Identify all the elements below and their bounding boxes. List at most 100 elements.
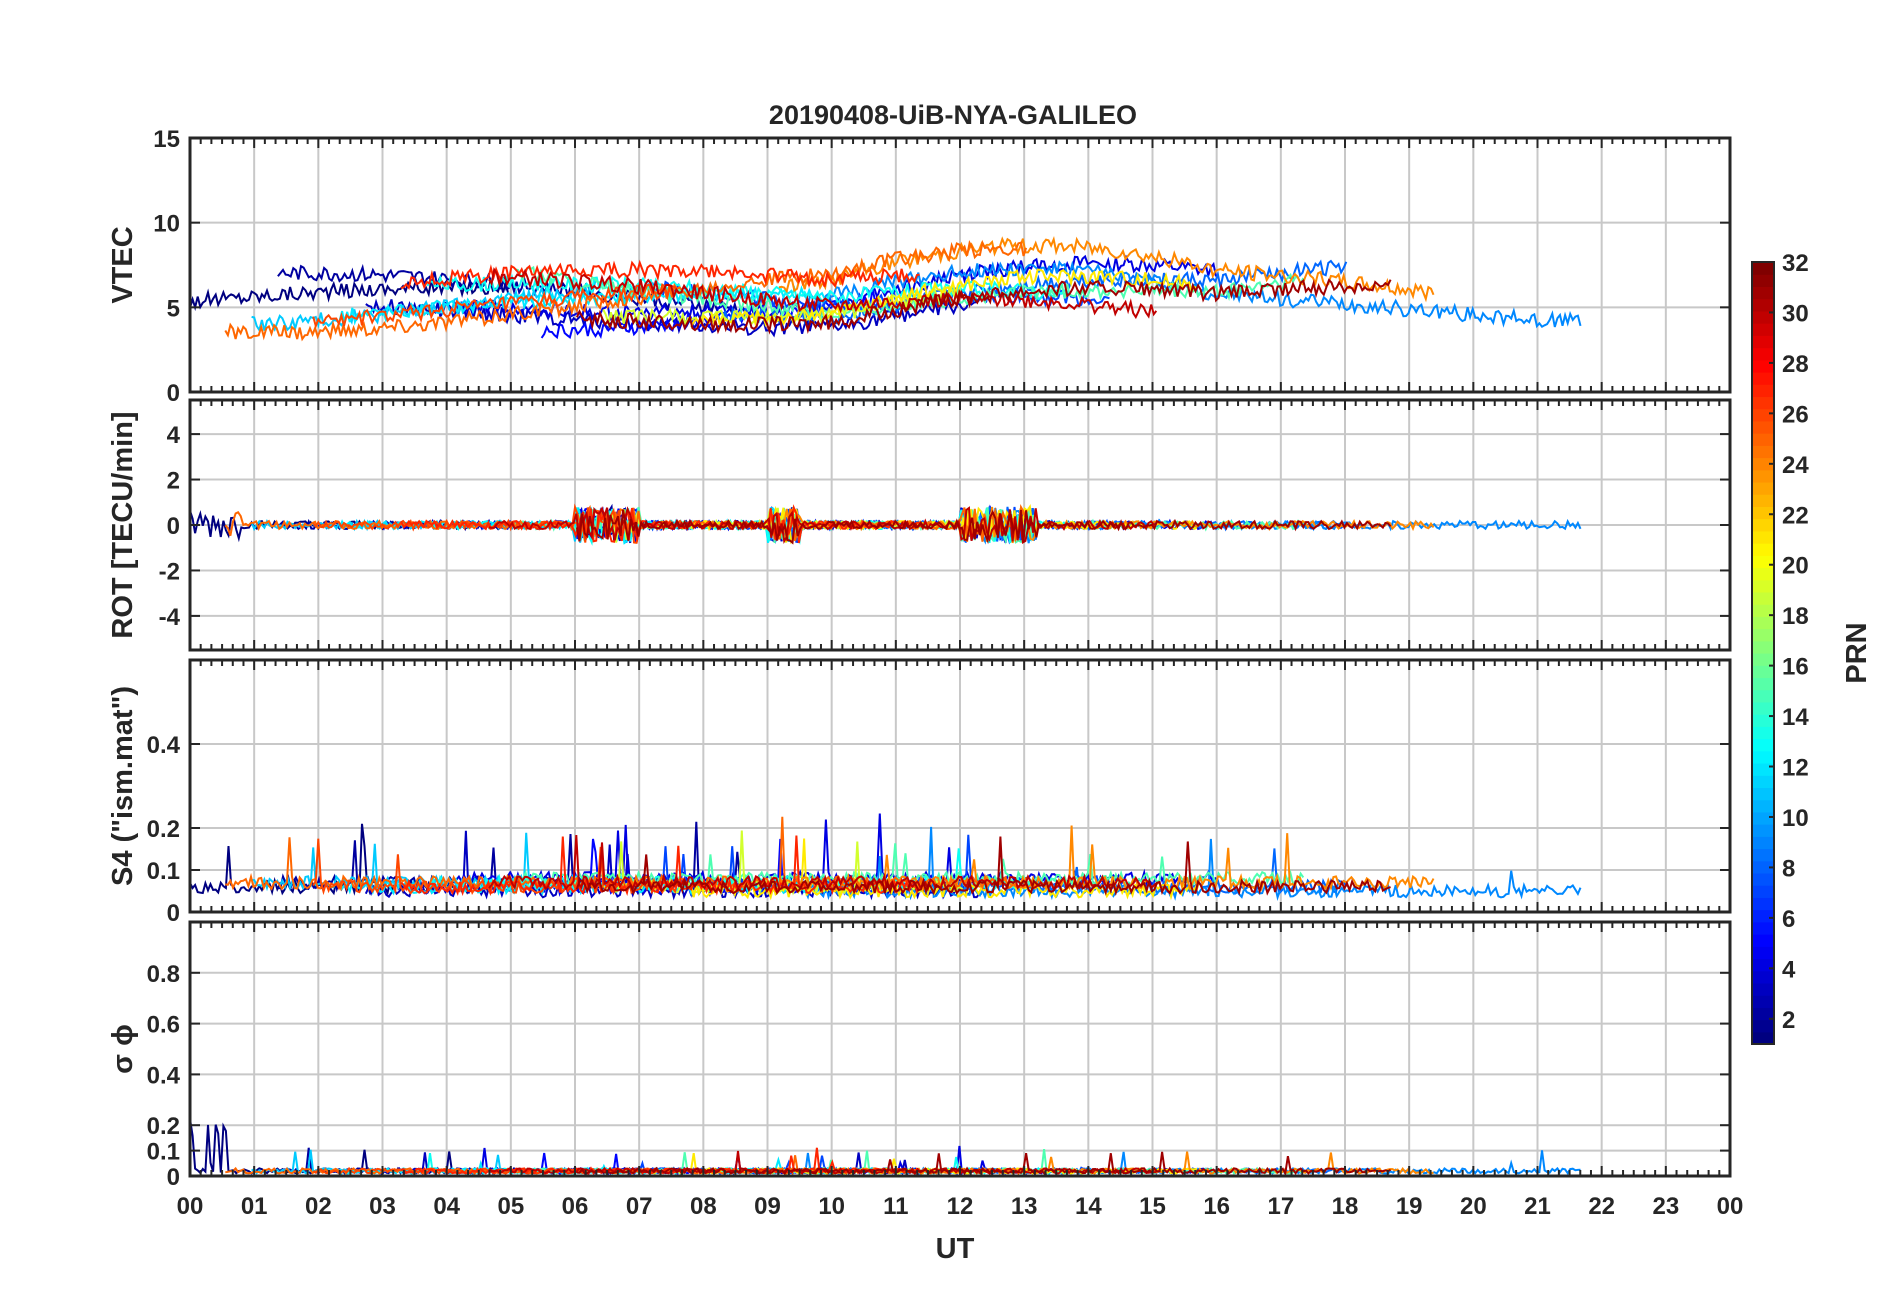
colorbar-tick-label: 16 [1782, 654, 1809, 681]
x-tick-label: 00 [177, 1193, 204, 1220]
y-tick-label: 0.1 [147, 1139, 180, 1166]
series-prn-30 [488, 835, 1157, 892]
colorbar-segment [1752, 872, 1774, 886]
y-tick-label: 15 [153, 126, 180, 153]
y-tick-label: 0.8 [147, 961, 180, 988]
colorbar-segment [1752, 1031, 1774, 1045]
x-tick-label: 08 [690, 1193, 717, 1220]
colorbar-segment [1752, 946, 1774, 960]
colorbar-segment [1752, 1019, 1774, 1033]
colorbar-segment [1752, 591, 1774, 605]
x-tick-label: 20 [1460, 1193, 1487, 1220]
figure-title: 20190408-UiB-NYA-GALILEO [769, 100, 1137, 130]
colorbar-segment [1752, 433, 1774, 446]
panel-sigma_phi: 00.10.2 0.4 0.6 0.8 σ ϕ [107, 920, 1732, 1191]
y-tick-label: 0.4 [147, 732, 181, 759]
x-axis-label: UT [936, 1233, 975, 1265]
y-tick-label: 0.4 [147, 1062, 181, 1089]
x-tick-label: 18 [1332, 1193, 1359, 1220]
colorbar-segment [1752, 445, 1774, 459]
colorbar-segment [1752, 897, 1774, 911]
x-tick-label: 06 [562, 1193, 589, 1220]
x-tick-label: 23 [1652, 1193, 1679, 1220]
colorbar-segment [1752, 982, 1774, 996]
x-tick-label: 11 [883, 1193, 908, 1220]
colorbar-segment [1752, 359, 1774, 373]
colorbar-segment [1752, 824, 1774, 837]
colorbar-segment [1752, 738, 1774, 752]
colorbar-segment [1752, 518, 1774, 532]
colorbar-segment [1752, 836, 1774, 850]
colorbar-segment [1752, 310, 1774, 324]
x-tick-label: 10 [818, 1193, 845, 1220]
x-tick-label: 22 [1588, 1193, 1615, 1220]
colorbar-segment [1752, 885, 1774, 898]
series-prn-31 [576, 1151, 1392, 1177]
x-tick-labels: 00 01 02 03 04 05 06 07 08 09 10 11 12 13 14 15 16 17 18 19… [177, 1193, 1744, 1220]
x-tick-label: 21 [1524, 1193, 1551, 1220]
x-tick-label: 05 [497, 1193, 524, 1220]
colorbar-segment [1752, 640, 1774, 654]
colorbar-segment [1752, 274, 1774, 288]
series-prn-31 [575, 836, 1391, 896]
colorbar-segment [1752, 579, 1774, 593]
y-tick-label: 0.2 [147, 1113, 180, 1140]
x-tick-label: 04 [433, 1193, 460, 1220]
colorbar-segment [1752, 799, 1774, 813]
y-tick-label: -2 [159, 558, 180, 585]
colorbar-tick-label: 12 [1782, 755, 1809, 782]
x-tick-label: 00 [1717, 1193, 1744, 1220]
y-axis-label: σ ϕ [107, 1024, 139, 1074]
colorbar-tick-label: 20 [1782, 553, 1809, 580]
colorbar-segment [1752, 995, 1774, 1008]
colorbar-segment [1752, 616, 1774, 630]
x-tick-label: 09 [754, 1193, 781, 1220]
series-prn-31 [575, 278, 1392, 335]
colorbar-segment [1752, 958, 1774, 972]
series-prn-27 [400, 835, 921, 897]
colorbar-segment [1752, 298, 1774, 312]
series-prn-30 [488, 267, 1158, 320]
series-prn-25 [224, 239, 1028, 342]
colorbar-segment [1752, 567, 1774, 581]
colorbar-segment [1752, 787, 1774, 801]
colorbar-tick-label: 10 [1782, 805, 1809, 832]
x-tick-label: 01 [241, 1193, 268, 1220]
y-tick-label: 4 [167, 422, 181, 449]
colorbar-segment [1752, 628, 1774, 642]
series-prn-24 [778, 825, 1435, 892]
colorbar-tick-label: 28 [1782, 351, 1809, 378]
colorbar-segment [1752, 262, 1774, 275]
x-tick-label: 12 [947, 1193, 974, 1220]
y-tick-label: 0 [167, 380, 180, 407]
x-tick-label: 14 [1075, 1193, 1102, 1220]
colorbar-segment [1752, 860, 1774, 874]
colorbar-segment [1752, 481, 1774, 495]
series-prn-26 [312, 283, 684, 330]
colorbar-tick-label: 8 [1782, 855, 1795, 882]
colorbar-tick-label: 6 [1782, 906, 1795, 933]
colorbar-tick-label: 32 [1782, 250, 1809, 277]
colorbar-tick-label: 22 [1782, 502, 1809, 529]
x-tick-label: 03 [369, 1193, 396, 1220]
colorbar-segment [1752, 604, 1774, 617]
colorbar-segment [1752, 371, 1774, 385]
x-tick-label: 15 [1139, 1193, 1166, 1220]
colorbar-segment [1752, 909, 1774, 923]
x-tick-label: 02 [305, 1193, 332, 1220]
colorbar-segment [1752, 970, 1774, 984]
panel-rot: -4 -2 0 2 4 ROT [TECU/min] [107, 398, 1732, 652]
x-tick-label: 13 [1011, 1193, 1038, 1220]
y-tick-label: 0.1 [147, 858, 180, 885]
colorbar-tick-label: 2 [1782, 1007, 1795, 1034]
series-prn-11 [251, 280, 597, 333]
x-tick-label: 19 [1396, 1193, 1423, 1220]
y-tick-label: 10 [153, 211, 180, 238]
series-prn-27 [400, 259, 920, 290]
colorbar-segment [1752, 335, 1774, 349]
colorbar-segment [1752, 530, 1774, 544]
y-tick-label: 0 [167, 900, 180, 927]
colorbar-segment [1752, 286, 1774, 300]
panel-s4: 0 0.1 0.2 0.4 S4 ("ism.mat") [107, 658, 1732, 927]
colorbar-segment [1752, 494, 1774, 507]
